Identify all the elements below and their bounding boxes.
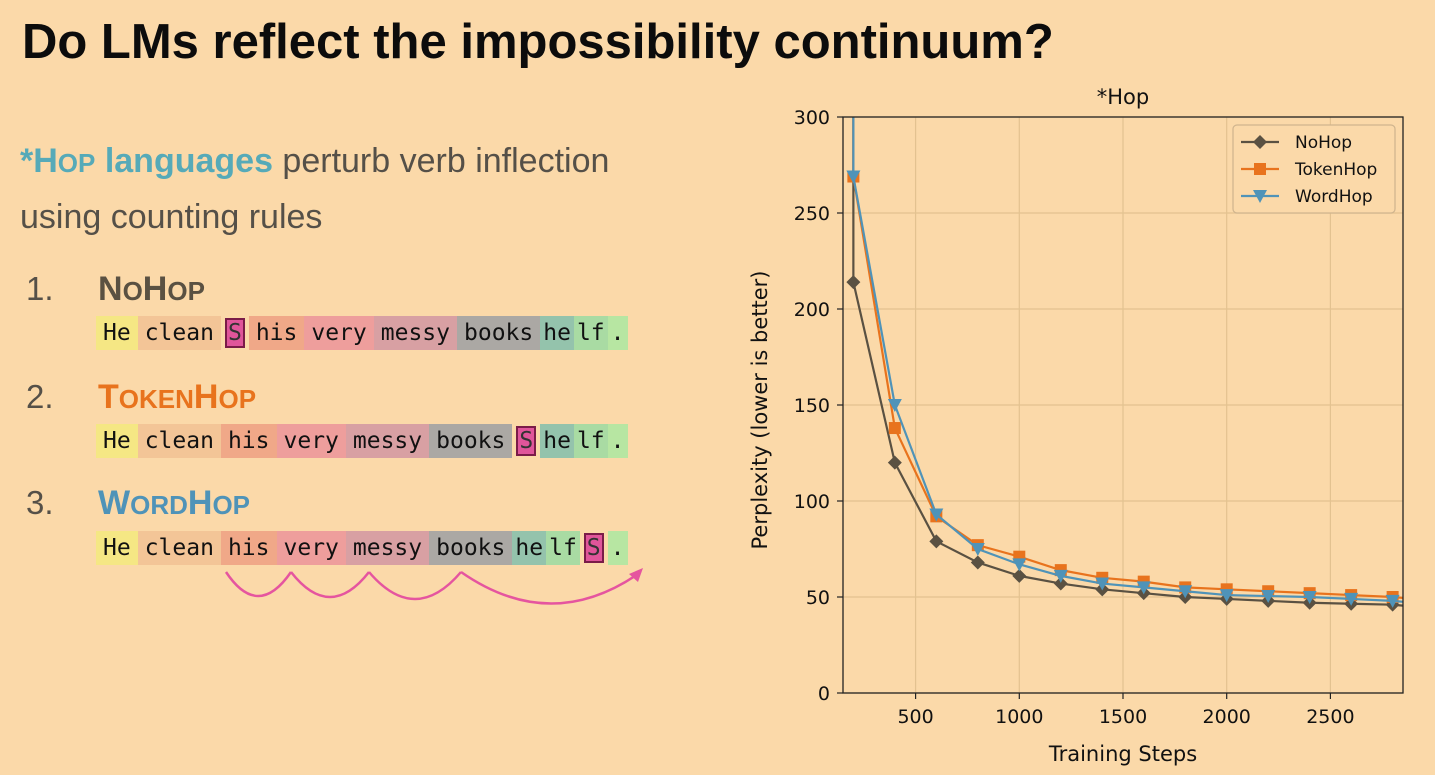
chart-title: *Hop <box>1097 85 1149 109</box>
x-axis-label: Training Steps <box>1048 742 1197 766</box>
token: books <box>457 316 541 350</box>
token: messy <box>345 424 430 458</box>
intro-text: *HOP languages perturb verb inflection u… <box>20 134 740 244</box>
item-3-sentence: He clean his very messy books he lf S. <box>96 531 628 565</box>
data-point-wordhop <box>1053 569 1068 583</box>
data-point-nohop <box>846 275 861 290</box>
data-point-wordhop <box>1178 585 1193 599</box>
token: clean <box>137 316 221 350</box>
y-tick-label: 50 <box>806 587 830 609</box>
data-point-nohop <box>970 555 985 570</box>
data-point-nohop <box>929 534 944 549</box>
token: lf <box>573 424 608 458</box>
token: books <box>429 424 513 458</box>
token: . <box>607 531 628 565</box>
x-tick-label: 1500 <box>1099 706 1147 728</box>
hop-arrowhead <box>629 568 643 582</box>
legend-marker-tokenhop <box>1254 163 1266 175</box>
token: his <box>220 424 277 458</box>
data-point-wordhop <box>1385 594 1400 608</box>
series-line-nohop <box>852 117 1403 607</box>
data-point-wordhop <box>1261 590 1276 604</box>
token: messy <box>373 316 457 350</box>
data-point-wordhop <box>1302 591 1317 604</box>
token: clean <box>137 424 221 458</box>
data-point-wordhop <box>887 399 902 412</box>
token: lf <box>546 531 580 565</box>
x-tick-label: 500 <box>897 706 933 728</box>
x-tick-label: 2500 <box>1306 706 1354 728</box>
token: . <box>607 424 628 458</box>
item-3-name: WORDHOP <box>98 484 251 522</box>
token: his <box>248 316 305 350</box>
legend-label-tokenhop: TokenHop <box>1294 160 1377 180</box>
token: his <box>220 531 277 565</box>
y-tick-label: 200 <box>794 299 830 321</box>
hop-languages-highlight: *HOP languages <box>20 142 273 180</box>
data-point-tokenhop <box>888 422 901 435</box>
token: he <box>540 424 574 458</box>
item-1-name: NOHOP <box>98 270 205 308</box>
suffix-marker: S <box>224 318 245 348</box>
y-tick-label: 300 <box>794 107 830 129</box>
token: lf <box>573 316 608 350</box>
data-point-nohop <box>1053 576 1068 591</box>
item-1-number: 1. <box>26 270 54 307</box>
hop-arc-2 <box>290 571 370 599</box>
token: books <box>429 531 513 565</box>
legend-box <box>1232 124 1396 214</box>
series-line-wordhop <box>852 117 1403 603</box>
data-point-wordhop <box>970 543 985 556</box>
token: He <box>96 316 138 350</box>
x-tick-label: 1000 <box>995 706 1043 728</box>
legend-label-nohop: NoHop <box>1295 133 1352 153</box>
data-point-wordhop <box>1136 581 1151 595</box>
series-line-tokenhop <box>852 117 1403 600</box>
y-tick-label: 0 <box>818 683 830 705</box>
data-point-nohop <box>887 455 902 470</box>
token: messy <box>345 531 430 565</box>
token: very <box>276 424 346 458</box>
token: very <box>276 531 346 565</box>
data-point-wordhop <box>1095 577 1110 591</box>
token: He <box>96 424 138 458</box>
data-point-wordhop <box>1344 592 1359 606</box>
token: very <box>304 316 374 350</box>
y-tick-label: 100 <box>794 491 830 513</box>
data-point-wordhop <box>846 170 861 184</box>
data-point-wordhop <box>929 508 944 522</box>
y-axis-label: Perplexity (lower is better) <box>748 271 772 550</box>
intro-line2: using counting rules <box>20 198 323 236</box>
item-2-number: 2. <box>26 378 54 415</box>
y-tick-label: 250 <box>794 203 830 225</box>
y-tick-label: 150 <box>794 395 830 417</box>
hop-arrows <box>224 568 643 605</box>
data-point-wordhop <box>1012 558 1027 572</box>
hop-arc-3 <box>368 571 462 601</box>
suffix-marker: S <box>516 426 537 456</box>
x-tick-label: 2000 <box>1203 706 1251 728</box>
legend-marker-nohop <box>1253 135 1267 149</box>
legend-label-wordhop: WordHop <box>1295 187 1373 207</box>
hop-arc-1 <box>224 571 293 598</box>
plot-frame <box>842 116 1404 694</box>
token: he <box>540 316 574 350</box>
token: He <box>96 531 138 565</box>
suffix-marker: S <box>583 533 604 563</box>
data-point-nohop <box>1012 568 1027 583</box>
legend-marker-wordhop <box>1253 190 1267 203</box>
token: . <box>607 316 628 350</box>
item-3-number: 3. <box>26 484 54 521</box>
data-point-wordhop <box>1219 589 1234 603</box>
intro-line1-rest: perturb verb inflection <box>272 142 610 180</box>
slide-title: Do LMs reflect the impossibility continu… <box>22 15 1054 69</box>
token: clean <box>137 531 221 565</box>
token: he <box>512 531 547 565</box>
item-2-name: TOKENHOP <box>98 378 257 416</box>
hop-arc-4 <box>460 570 639 605</box>
